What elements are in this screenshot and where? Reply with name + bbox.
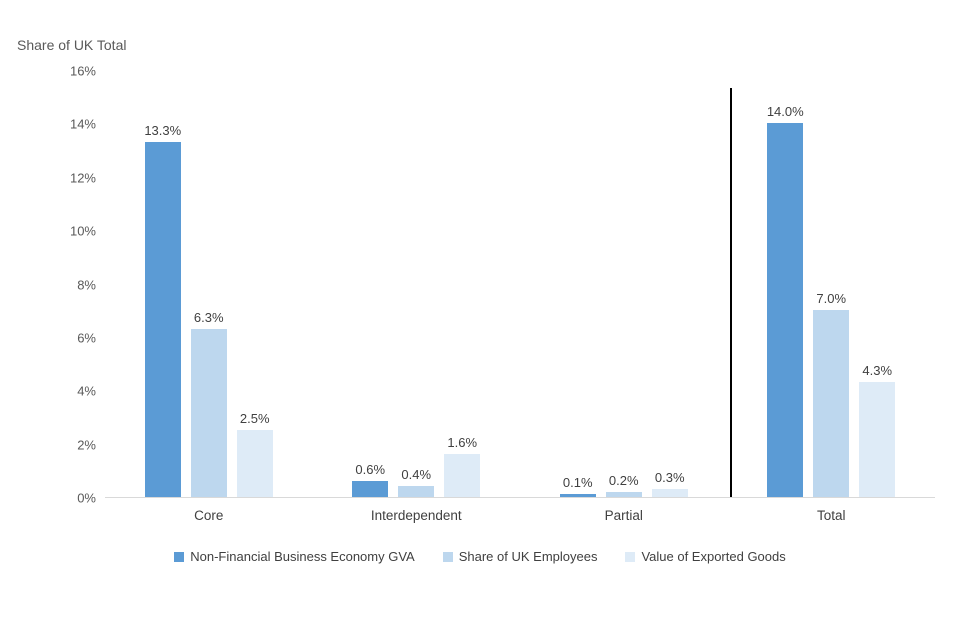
legend: Non-Financial Business Economy GVA Share … — [0, 549, 960, 564]
y-tick-label: 14% — [69, 116, 96, 132]
bar: 2.5% — [236, 411, 273, 497]
bar: 13.3% — [144, 123, 181, 497]
bar-value-label: 1.6% — [447, 435, 478, 451]
legend-item: Value of Exported Goods — [625, 549, 786, 564]
legend-item: Non-Financial Business Economy GVA — [174, 549, 415, 564]
legend-label: Share of UK Employees — [458, 549, 598, 564]
y-tick-label: 2% — [77, 437, 96, 453]
bar-value-label: 0.3% — [654, 470, 685, 485]
y-tick-label: 16% — [69, 63, 96, 79]
bar: 0.6% — [352, 462, 389, 497]
bar: 0.4% — [398, 467, 435, 497]
plot-area: 13.3% 6.3% 2.5% 0.6% 0.4% 1.6% 0.1% 0.2% 0.3% 14.… — [105, 71, 935, 498]
bar-value-label: 4.3% — [862, 363, 893, 379]
legend-swatch-icon — [442, 551, 453, 562]
legend-item: Share of UK Employees — [442, 549, 598, 564]
x-category-label: Core — [194, 508, 224, 523]
bar: 6.3% — [190, 310, 227, 497]
x-axis: Core Interdependent Partial Total — [105, 508, 935, 528]
bar-value-label: 0.4% — [401, 467, 432, 483]
legend-swatch-icon — [174, 551, 185, 562]
bar: 4.3% — [859, 363, 896, 497]
bar-value-label: 0.1% — [562, 475, 593, 491]
bar-value-label: 0.6% — [355, 462, 386, 477]
y-tick-label: 10% — [69, 223, 96, 239]
bar-value-label: 14.0% — [766, 104, 804, 120]
group-separator-line — [729, 88, 732, 497]
bar-value-label: 13.3% — [144, 123, 182, 139]
bar: 0.2% — [605, 473, 642, 497]
y-axis: 0% 2% 4% 6% 8% 10% 12% 14% 16% — [0, 64, 96, 506]
bar: 14.0% — [767, 104, 804, 497]
chart-title: Share of UK Total — [17, 37, 127, 53]
bar: 0.3% — [651, 470, 688, 497]
bar: 0.1% — [559, 475, 596, 497]
bar-value-label: 7.0% — [816, 291, 847, 307]
y-tick-label: 6% — [77, 330, 96, 346]
y-tick-label: 12% — [69, 170, 96, 186]
y-tick-label: 0% — [77, 490, 96, 506]
legend-swatch-icon — [625, 551, 636, 562]
y-tick-label: 4% — [77, 383, 96, 399]
x-category-label: Total — [816, 508, 846, 523]
bar: 7.0% — [813, 291, 850, 497]
bar-value-label: 2.5% — [239, 411, 270, 427]
y-tick-label: 8% — [77, 277, 96, 292]
x-category-label: Interdependent — [370, 508, 462, 523]
legend-label: Non-Financial Business Economy GVA — [190, 549, 415, 564]
bar-value-label: 0.2% — [608, 472, 639, 488]
bar-value-label: 6.3% — [193, 309, 224, 325]
legend-label: Value of Exported Goods — [641, 549, 786, 564]
bar: 1.6% — [444, 435, 481, 497]
x-category-label: Partial — [604, 508, 643, 523]
